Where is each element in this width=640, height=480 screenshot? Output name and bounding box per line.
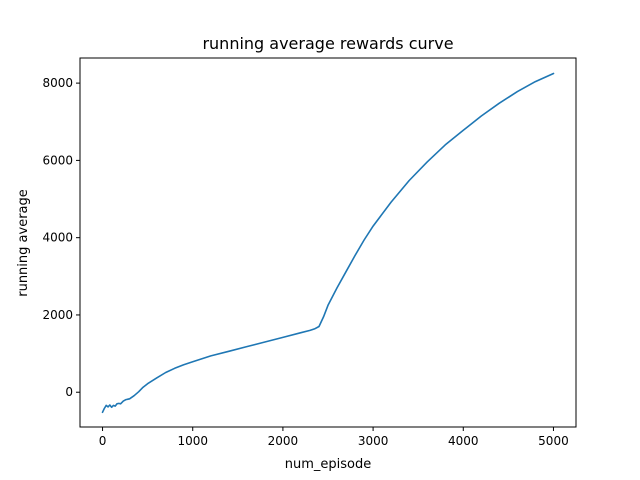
chart-title: running average rewards curve: [202, 34, 453, 53]
y-tick-label: 0: [65, 385, 73, 399]
y-tick-label: 2000: [42, 308, 73, 322]
y-tick-label: 4000: [42, 231, 73, 245]
y-tick-label: 8000: [42, 76, 73, 90]
x-axis-label: num_episode: [285, 457, 371, 472]
x-tick-label: 1000: [177, 434, 208, 448]
x-axis: 0 1000 2000 3000 4000 5000: [99, 427, 569, 448]
y-tick-label: 6000: [42, 153, 73, 167]
x-tick-label: 4000: [448, 434, 479, 448]
x-tick-label: 0: [99, 434, 107, 448]
y-axis: 0 2000 4000 6000 8000: [42, 76, 80, 399]
plot-frame: [79, 57, 577, 428]
x-tick-label: 5000: [538, 434, 569, 448]
series-layer: [101, 72, 555, 414]
series-line-running-average: [101, 72, 555, 414]
x-tick-label: 3000: [358, 434, 389, 448]
x-tick-label: 2000: [268, 434, 299, 448]
y-axis-label: running average: [16, 189, 31, 297]
